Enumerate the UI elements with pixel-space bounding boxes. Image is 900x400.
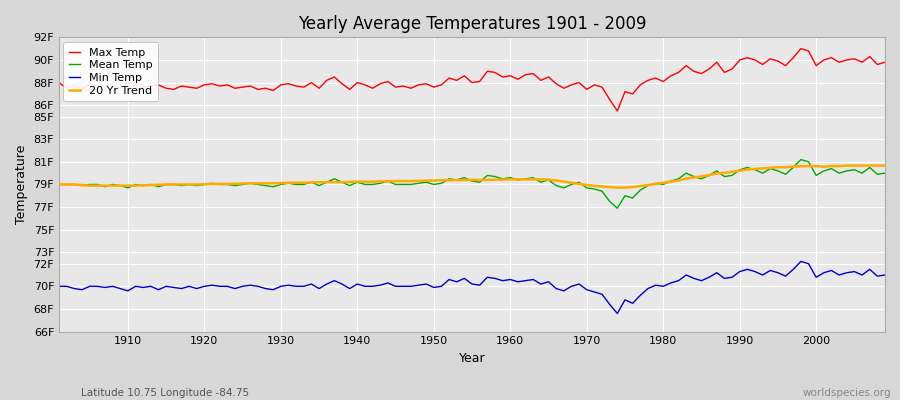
Line: Mean Temp: Mean Temp — [59, 160, 885, 208]
X-axis label: Year: Year — [459, 352, 485, 365]
Min Temp — [115, 286, 126, 291]
Mean Temp — [284, 181, 294, 186]
20 Yr Trend — [612, 185, 623, 190]
Title: Yearly Average Temperatures 1901 - 2009: Yearly Average Temperatures 1901 - 2009 — [298, 15, 646, 33]
Min Temp — [497, 278, 508, 283]
Min Temp — [54, 284, 65, 289]
20 Yr Trend — [879, 163, 890, 168]
20 Yr Trend — [497, 177, 508, 182]
Mean Temp — [54, 182, 65, 187]
Max Temp — [54, 80, 65, 85]
Min Temp — [284, 283, 294, 288]
Max Temp — [597, 85, 608, 90]
Max Temp — [497, 74, 508, 79]
Max Temp — [329, 74, 340, 79]
Max Temp — [505, 74, 516, 78]
Line: 20 Yr Trend: 20 Yr Trend — [59, 166, 885, 188]
20 Yr Trend — [54, 182, 65, 187]
Min Temp — [505, 277, 516, 282]
Max Temp — [879, 60, 890, 65]
Min Temp — [612, 311, 623, 316]
Mean Temp — [879, 171, 890, 176]
Mean Temp — [329, 176, 340, 181]
Mean Temp — [497, 176, 508, 181]
Line: Min Temp: Min Temp — [59, 262, 885, 314]
Mean Temp — [597, 189, 608, 194]
20 Yr Trend — [115, 183, 126, 188]
Mean Temp — [612, 206, 623, 211]
Line: Max Temp: Max Temp — [59, 49, 885, 111]
20 Yr Trend — [505, 177, 516, 182]
Y-axis label: Temperature: Temperature — [15, 145, 28, 224]
Text: worldspecies.org: worldspecies.org — [803, 388, 891, 398]
Max Temp — [612, 108, 623, 113]
Min Temp — [329, 278, 340, 283]
20 Yr Trend — [842, 163, 852, 168]
20 Yr Trend — [597, 184, 608, 189]
Legend: Max Temp, Mean Temp, Min Temp, 20 Yr Trend: Max Temp, Mean Temp, Min Temp, 20 Yr Tre… — [64, 42, 158, 101]
Max Temp — [284, 81, 294, 86]
Min Temp — [597, 292, 608, 297]
Min Temp — [879, 272, 890, 277]
Max Temp — [115, 86, 126, 91]
Mean Temp — [115, 183, 126, 188]
Mean Temp — [796, 157, 806, 162]
Mean Temp — [505, 175, 516, 180]
Text: Latitude 10.75 Longitude -84.75: Latitude 10.75 Longitude -84.75 — [81, 388, 249, 398]
20 Yr Trend — [284, 180, 294, 185]
Min Temp — [796, 259, 806, 264]
Max Temp — [796, 46, 806, 51]
20 Yr Trend — [329, 180, 340, 184]
